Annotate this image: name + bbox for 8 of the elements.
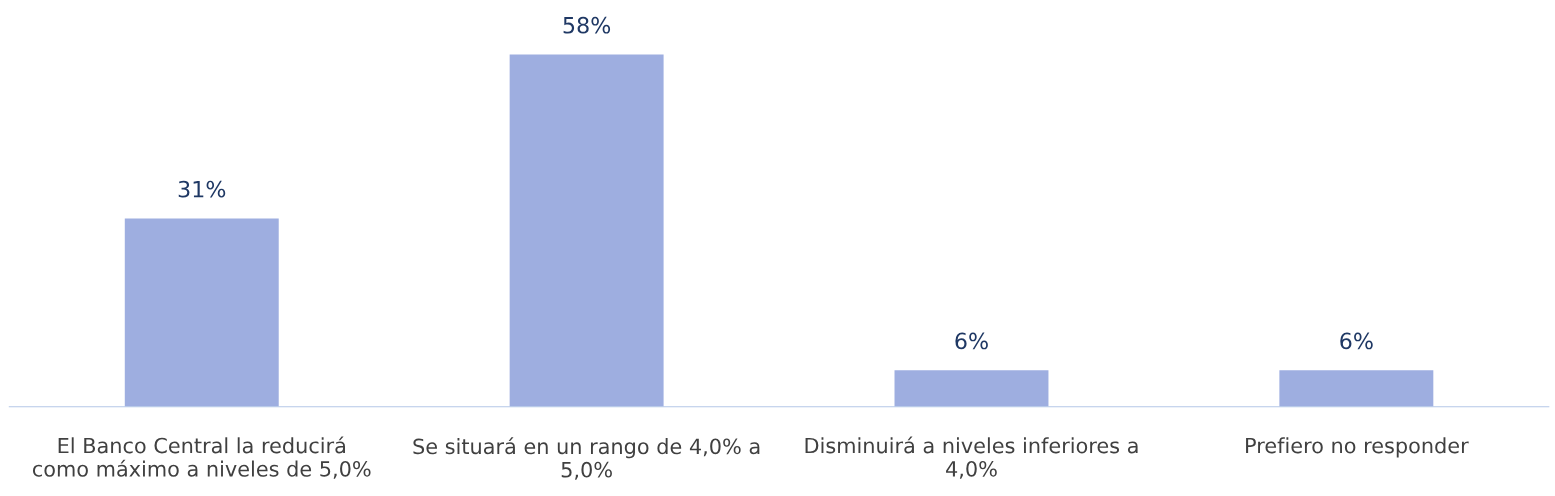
x-tick-label: Disminuirá a niveles inferiores a 4,0% bbox=[805, 436, 1138, 479]
x-tick-label: Prefiero no responder bbox=[1246, 437, 1469, 458]
data-label: 6% bbox=[1340, 332, 1373, 350]
data-label: 6% bbox=[955, 332, 988, 350]
x-tick-label: Se situará en un rango de 4,0% a 5,0% bbox=[413, 437, 760, 480]
data-label: 31% bbox=[178, 180, 226, 198]
data-label: 58% bbox=[563, 16, 611, 34]
x-tick-label: El Banco Central la reducirá como máximo a niveles de 5,0% bbox=[32, 436, 371, 479]
